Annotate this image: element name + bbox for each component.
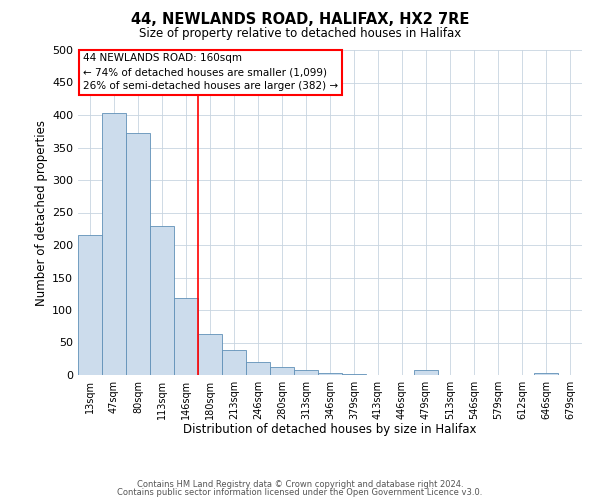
Bar [150,226,174,375]
Bar [78,236,102,375]
Bar [534,373,558,375]
Text: Contains public sector information licensed under the Open Government Licence v3: Contains public sector information licen… [118,488,482,497]
Bar [318,373,342,375]
Bar [126,133,150,375]
Text: 44 NEWLANDS ROAD: 160sqm
← 74% of detached houses are smaller (1,099)
26% of sem: 44 NEWLANDS ROAD: 160sqm ← 74% of detach… [83,53,338,91]
Bar [198,334,222,375]
Bar [222,350,246,375]
X-axis label: Distribution of detached houses by size in Halifax: Distribution of detached houses by size … [183,424,477,436]
Text: 44, NEWLANDS ROAD, HALIFAX, HX2 7RE: 44, NEWLANDS ROAD, HALIFAX, HX2 7RE [131,12,469,28]
Text: Size of property relative to detached houses in Halifax: Size of property relative to detached ho… [139,28,461,40]
Bar [270,366,294,375]
Bar [294,370,318,375]
Y-axis label: Number of detached properties: Number of detached properties [35,120,48,306]
Text: Contains HM Land Registry data © Crown copyright and database right 2024.: Contains HM Land Registry data © Crown c… [137,480,463,489]
Bar [342,374,366,375]
Bar [174,298,198,375]
Bar [102,113,126,375]
Bar [414,370,438,375]
Bar [246,362,270,375]
